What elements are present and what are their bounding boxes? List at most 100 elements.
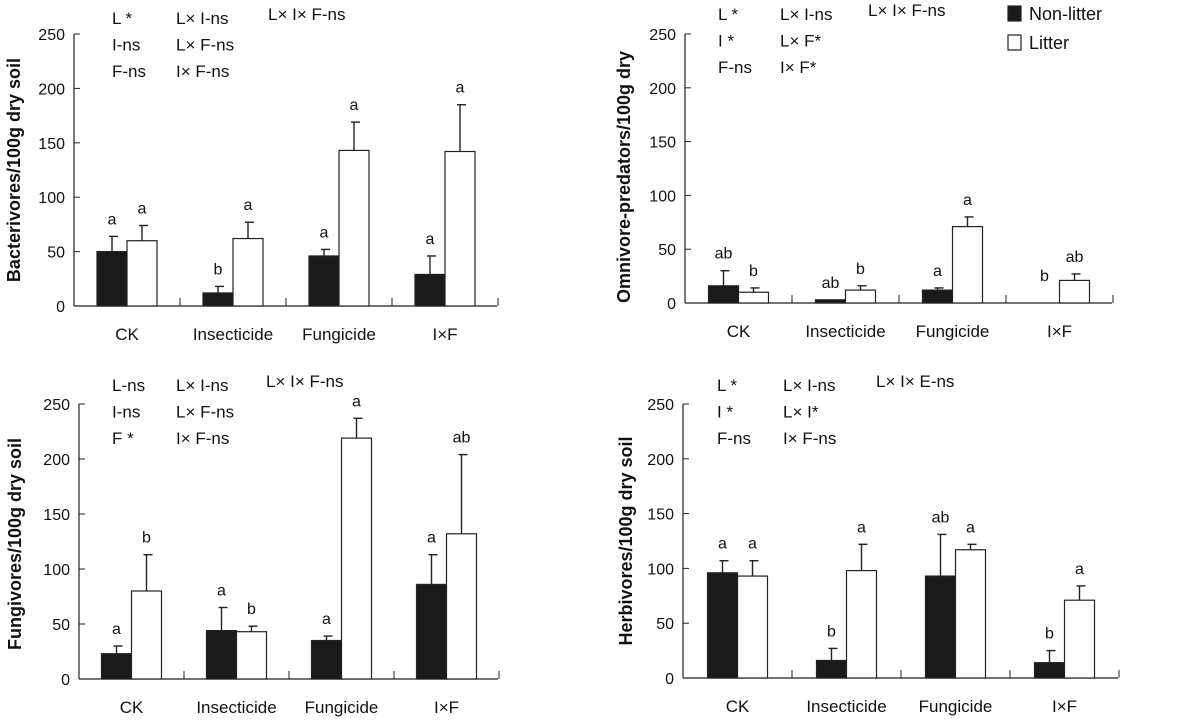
bar-litter xyxy=(845,569,878,679)
bar-litter xyxy=(1058,279,1091,304)
bar-non-litter xyxy=(415,583,448,680)
panel-bacterivores: 0 50 100 150 200 250 Bacterivores/100g dry soi… xyxy=(4,5,499,344)
significance-letter: b xyxy=(1040,268,1049,285)
bar-litter xyxy=(130,590,163,680)
category-label: Fungicide xyxy=(916,322,990,341)
significance-letter: b xyxy=(1045,626,1054,643)
y-tick-label: 0 xyxy=(61,672,70,689)
bar-non-litter xyxy=(414,273,446,307)
anova-annotation: L× I-ns xyxy=(783,376,835,395)
significance-letter: a xyxy=(112,621,121,638)
y-tick-label: 200 xyxy=(38,81,65,98)
bar-non-litter xyxy=(96,251,128,307)
bar-non-litter xyxy=(202,292,234,307)
anova-annotation: L× F* xyxy=(780,32,821,51)
y-tick-label: 50 xyxy=(47,245,65,262)
y-tick-label: 150 xyxy=(647,507,674,524)
y-tick-label: 50 xyxy=(52,617,70,634)
significance-letter: b xyxy=(856,261,865,278)
y-tick-label: 100 xyxy=(43,562,70,579)
significance-letter: a xyxy=(352,393,361,410)
category-label: I×F xyxy=(1047,322,1072,341)
y-tick-label: 250 xyxy=(647,397,674,414)
category-label: Fungicide xyxy=(302,325,376,344)
y-axis-label: Fungivores/100g dry soil xyxy=(5,438,25,650)
significance-letter: a xyxy=(350,97,359,114)
bar-non-litter xyxy=(310,639,343,680)
bar-non-litter xyxy=(205,629,238,680)
bar-litter xyxy=(951,226,984,304)
y-tick-label: 100 xyxy=(38,190,65,207)
anova-annotation: L× I* xyxy=(783,403,819,422)
panel-fungivores: 0 50 100 150 200 250 Fungivores/100g dry soil C… xyxy=(5,372,500,717)
bar-litter xyxy=(736,575,769,679)
anova-annotation: L× I-ns xyxy=(780,5,832,24)
category-label: CK xyxy=(727,322,751,341)
bar-non-litter xyxy=(308,255,340,307)
significance-letter: a xyxy=(217,583,226,600)
panel-omnivore-predators: 0 50 100 150 200 250 Omnivore-predators/100g d… xyxy=(614,1,1114,341)
anova-annotation: L× F-ns xyxy=(176,36,234,55)
anova-annotation: F-ns xyxy=(717,429,751,448)
bar-non-litter xyxy=(924,575,957,679)
category-label: I×F xyxy=(1052,697,1077,716)
bar-litter xyxy=(844,289,877,304)
bar-litter xyxy=(232,237,264,307)
bar-non-litter xyxy=(814,299,847,304)
anova-annotation: L× I× F-ns xyxy=(268,5,345,24)
significance-letter: b xyxy=(247,601,256,618)
bar-litter xyxy=(1063,599,1096,679)
y-tick-label: 200 xyxy=(649,81,676,98)
category-label: Fungicide xyxy=(919,697,993,716)
y-axis-label: Herbivores/100g dry soil xyxy=(616,436,636,645)
anova-annotation: L× I× E-ns xyxy=(876,372,954,391)
bar-non-litter xyxy=(815,659,848,679)
anova-annotation: L× I-ns xyxy=(176,9,228,28)
significance-letter: a xyxy=(963,192,972,209)
significance-letter: a xyxy=(933,263,942,280)
significance-letter: a xyxy=(857,519,866,536)
anova-annotation: L * xyxy=(112,9,133,28)
y-tick-label: 0 xyxy=(667,296,676,313)
legend-swatch xyxy=(1007,5,1022,22)
significance-letter: a xyxy=(966,519,975,536)
y-axis-label: Bacterivores/100g dry soil xyxy=(4,58,24,282)
y-tick-label: 100 xyxy=(647,561,674,578)
significance-letter: ab xyxy=(932,509,950,526)
y-tick-label: 50 xyxy=(658,242,676,259)
anova-annotation: I * xyxy=(717,403,733,422)
significance-letter: a xyxy=(138,200,147,217)
legend-label: Non-litter xyxy=(1029,4,1102,24)
y-tick-label: 200 xyxy=(43,452,70,469)
anova-annotation: I× F-ns xyxy=(176,429,229,448)
y-tick-label: 100 xyxy=(649,188,676,205)
legend: Non-litter Litter xyxy=(1007,4,1102,53)
y-tick-label: 150 xyxy=(43,507,70,524)
significance-letter: b xyxy=(827,623,836,640)
y-tick-label: 250 xyxy=(649,27,676,44)
significance-letter: b xyxy=(142,530,151,547)
bar-litter xyxy=(338,149,370,307)
category-label: CK xyxy=(726,697,750,716)
anova-annotation: L× F-ns xyxy=(176,403,234,422)
anova-annotation: L× I× F-ns xyxy=(868,1,945,20)
bar-non-litter xyxy=(100,653,133,680)
bar-litter xyxy=(126,240,158,307)
category-label: Insecticide xyxy=(196,698,276,717)
significance-letter: a xyxy=(748,536,757,553)
anova-annotation: L * xyxy=(717,376,738,395)
y-tick-label: 0 xyxy=(665,671,674,688)
significance-letter: b xyxy=(214,261,223,278)
bar-litter xyxy=(445,533,478,680)
y-tick-label: 250 xyxy=(38,27,65,44)
bar-litter xyxy=(954,549,987,679)
anova-annotation: I * xyxy=(718,32,734,51)
significance-letter: ab xyxy=(453,430,471,447)
y-tick-label: 0 xyxy=(56,299,65,316)
significance-letter: a xyxy=(1075,561,1084,578)
category-label: I×F xyxy=(434,698,459,717)
anova-annotation: F-ns xyxy=(718,58,752,77)
y-tick-label: 150 xyxy=(649,135,676,152)
significance-letter: a xyxy=(108,211,117,228)
anova-annotation: I× F-ns xyxy=(176,62,229,81)
